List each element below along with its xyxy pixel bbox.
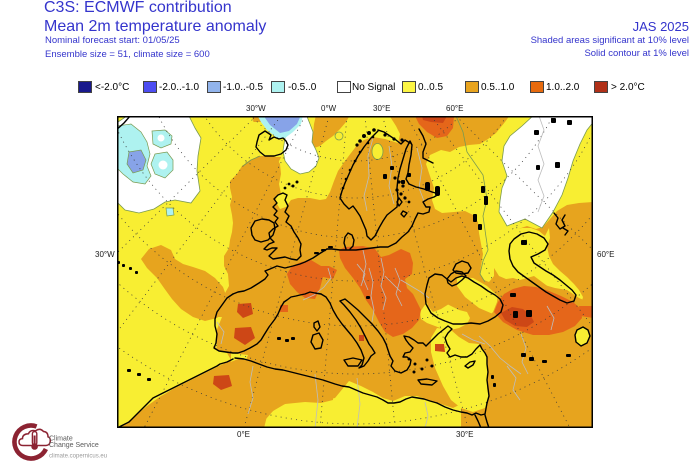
svg-text:Change Service: Change Service bbox=[49, 442, 99, 449]
svg-text:Climate: Climate bbox=[49, 436, 73, 443]
svg-text:climate.copernicus.eu: climate.copernicus.eu bbox=[49, 454, 107, 460]
